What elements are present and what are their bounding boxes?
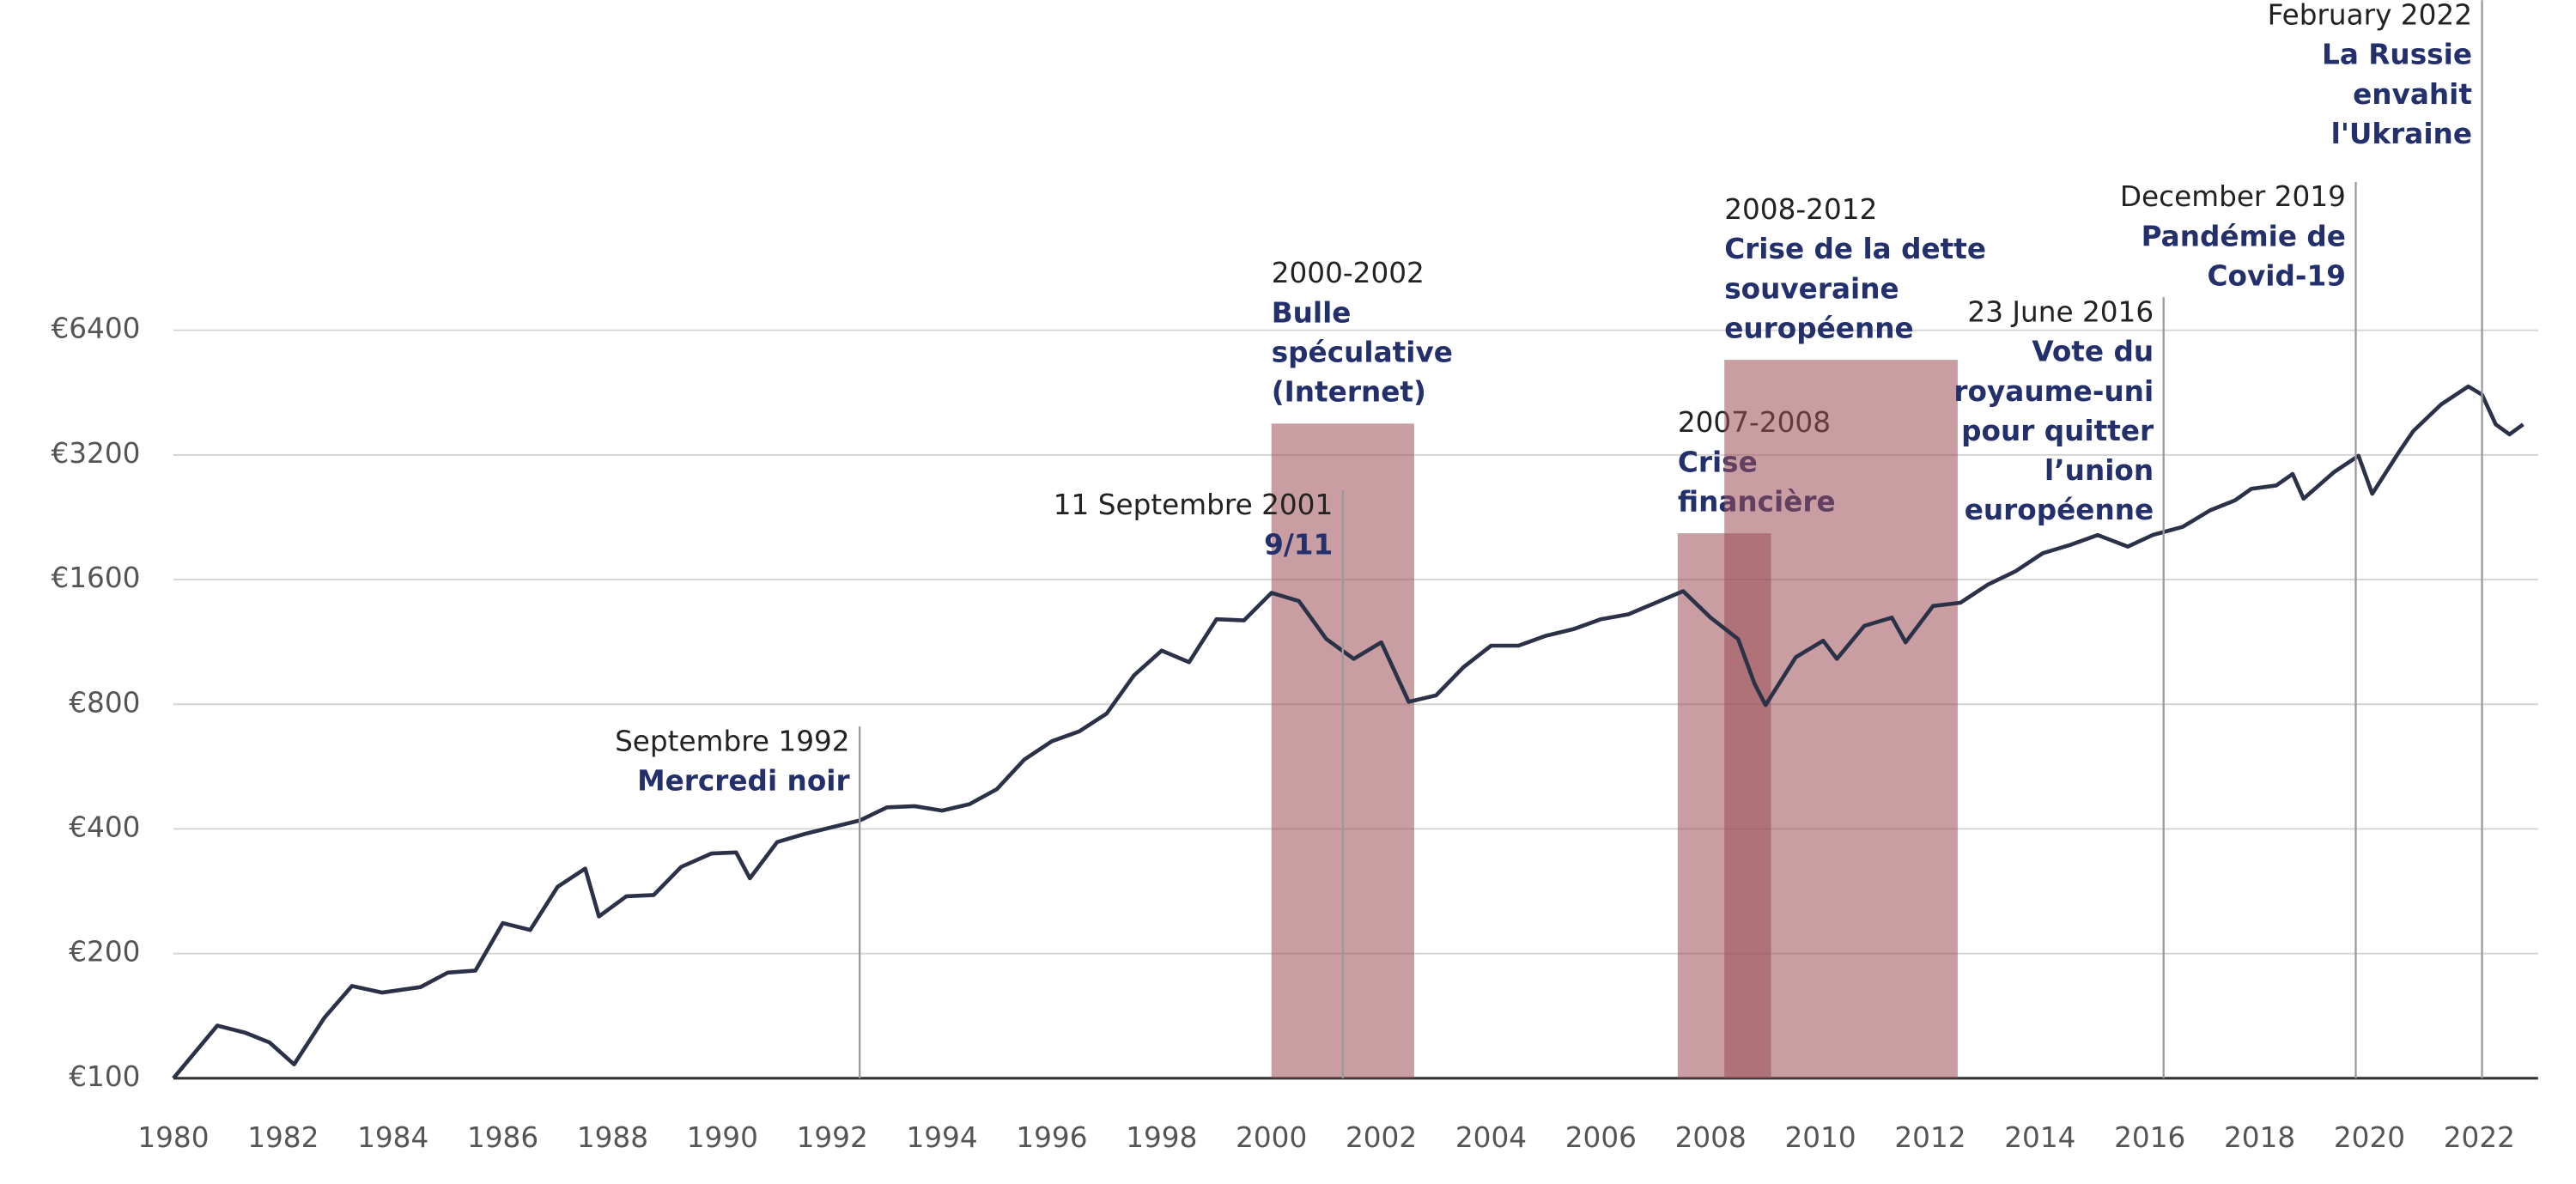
x-tick-label: 1996 xyxy=(1016,1121,1087,1154)
y-tick-label: €1600 xyxy=(51,562,140,594)
x-tick-label: 1992 xyxy=(797,1121,868,1154)
event-date: February 2022 xyxy=(2268,0,2472,32)
event-text: Pandémie de xyxy=(2142,220,2346,252)
x-tick-label: 2008 xyxy=(1675,1121,1747,1154)
x-tick-label: 2012 xyxy=(1894,1121,1965,1154)
event-text: pour quitter xyxy=(1961,415,2154,447)
x-tick-label: 2000 xyxy=(1236,1121,1307,1154)
event-date: 11 Septembre 2001 xyxy=(1054,489,1334,521)
event-label: 11 Septembre 2001 9/11 xyxy=(1054,489,1334,561)
x-tick-label: 1980 xyxy=(137,1121,209,1154)
x-tick-label: 2004 xyxy=(1455,1121,1527,1154)
event-date: 23 June 2016 xyxy=(1967,295,2154,328)
event-text: Mercredi noir xyxy=(637,765,850,798)
y-tick-label: €6400 xyxy=(51,313,140,345)
event-label: Septembre 1992 Mercredi noir xyxy=(615,725,850,797)
event-label: December 2019 Pandémie de Covid-19 xyxy=(2120,180,2346,292)
x-tick-label: 2018 xyxy=(2224,1121,2295,1154)
x-tick-label: 2002 xyxy=(1346,1121,1417,1154)
price-line xyxy=(172,384,2524,1080)
period-text: Crise de la dette xyxy=(1724,233,1986,265)
x-tick-label: 1990 xyxy=(687,1121,758,1154)
period-text: Bulle xyxy=(1272,296,1352,329)
plot: Septembre 1992 Mercredi noir 11 Septembre … xyxy=(172,0,2524,1080)
event-label: 23 June 2016 Vote du royaume-uni pour quitt… xyxy=(1953,295,2154,526)
event-text: Vote du xyxy=(2032,336,2154,368)
x-tick-label: 2016 xyxy=(2114,1121,2185,1154)
grid: €100 €200 €400 €800 €1600 €3200 €6400 1980 1982 1… xyxy=(51,313,2538,1154)
y-tick-label: €3200 xyxy=(51,437,140,470)
x-tick-label: 1984 xyxy=(357,1121,428,1154)
x-tick-label: 2006 xyxy=(1565,1121,1637,1154)
event-text: envahit xyxy=(2353,78,2472,111)
x-tick-label: 1998 xyxy=(1126,1121,1197,1154)
x-tick-label: 2020 xyxy=(2334,1121,2405,1154)
x-tick-label: 1988 xyxy=(577,1121,648,1154)
x-tick-label: 1994 xyxy=(906,1121,977,1154)
period-label: 2000-2002 Bulle spéculative (Internet) xyxy=(1272,257,1453,408)
period-band xyxy=(1724,360,1958,1078)
event-text: européenne xyxy=(1965,494,2154,526)
y-tick-label: €800 xyxy=(69,686,140,719)
event-text: l’union xyxy=(2044,454,2154,487)
x-tick-label: 1982 xyxy=(247,1121,319,1154)
y-tick-label: €200 xyxy=(69,936,140,968)
y-tick-label: €100 xyxy=(69,1060,140,1093)
period-text: (Internet) xyxy=(1272,376,1426,409)
periods: 2000-2002Bullespéculative(Internet)2007-… xyxy=(1271,193,1986,1078)
event-text: royaume-uni xyxy=(1953,375,2154,408)
period-text: européenne xyxy=(1724,313,1913,345)
x-tick-label: 2022 xyxy=(2444,1121,2515,1154)
event-text: La Russie xyxy=(2322,39,2472,71)
period-text: souveraine xyxy=(1724,272,1899,305)
event-label: February 2022 La Russie envahit l'Ukraine xyxy=(2268,0,2472,150)
period-title: 2000-2002 xyxy=(1272,257,1425,289)
event-text: Covid-19 xyxy=(2208,259,2346,292)
event-date: December 2019 xyxy=(2120,180,2346,213)
period-title: 2008-2012 xyxy=(1724,193,1877,226)
x-tick-label: 2010 xyxy=(1784,1121,1856,1154)
event-text: 9/11 xyxy=(1264,528,1333,561)
period-text: spéculative xyxy=(1272,337,1453,369)
event-text: l'Ukraine xyxy=(2331,118,2472,150)
period-label: 2008-2012 Crise de la dette souveraine euro… xyxy=(1724,193,1986,344)
x-tick-label: 1986 xyxy=(467,1121,538,1154)
event-date: Septembre 1992 xyxy=(615,725,850,757)
x-tick-label: 2014 xyxy=(2004,1121,2075,1154)
y-tick-label: €400 xyxy=(69,811,140,843)
